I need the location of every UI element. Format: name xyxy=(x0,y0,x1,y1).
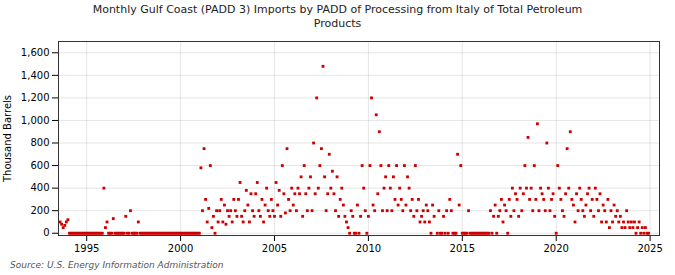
html-text:Products: Products xyxy=(313,17,362,30)
svg-text:200: 200 xyxy=(30,205,49,216)
svg-text:1995: 1995 xyxy=(74,243,99,254)
svg-text:1,600: 1,600 xyxy=(21,47,50,58)
svg-text:0: 0 xyxy=(43,227,49,238)
svg-text:Thousand Barrels: Thousand Barrels xyxy=(2,95,13,183)
svg-text:2000: 2000 xyxy=(168,243,193,254)
html-text:Monthly Gulf Coast (PADD 3) Im: Monthly Gulf Coast (PADD 3) Imports by P… xyxy=(92,3,583,16)
svg-text:2015: 2015 xyxy=(450,243,475,254)
svg-text:2005: 2005 xyxy=(262,243,287,254)
svg-text:600: 600 xyxy=(30,160,49,171)
svg-text:1,200: 1,200 xyxy=(21,92,50,103)
svg-text:1,400: 1,400 xyxy=(21,70,50,81)
svg-text:2020: 2020 xyxy=(543,243,568,254)
svg-text:2025: 2025 xyxy=(637,243,662,254)
svg-text:1,000: 1,000 xyxy=(21,115,50,126)
svg-text:2010: 2010 xyxy=(356,243,381,254)
svg-text:800: 800 xyxy=(30,137,49,148)
html-text:Source: U.S. Energy Informatio: Source: U.S. Energy Information Administ… xyxy=(10,260,224,270)
svg-text:400: 400 xyxy=(30,182,49,193)
